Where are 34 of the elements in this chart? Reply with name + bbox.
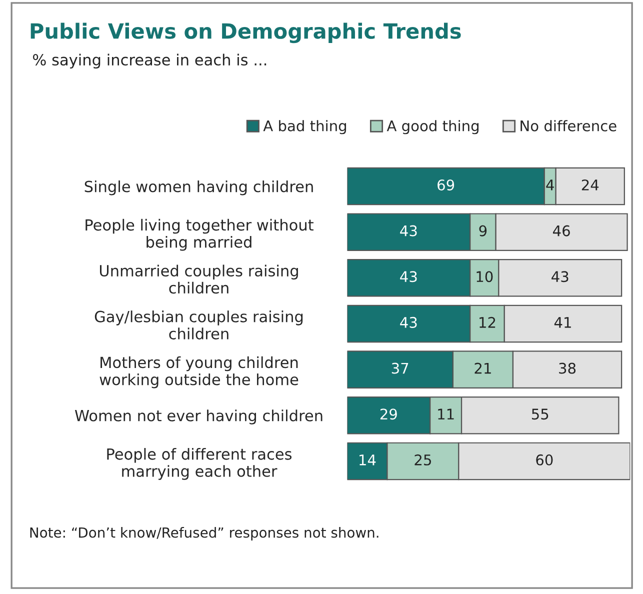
data-label: 4 xyxy=(546,180,554,190)
y-tick-label: People living together without being married xyxy=(86,218,314,251)
data-label: 21 xyxy=(474,362,491,374)
data-label: 38 xyxy=(559,362,576,374)
text: Note: “Don’t know/Refused” responses not shown. xyxy=(30,527,378,540)
y-tick-label: Mothers of young children working outside the home xyxy=(100,356,298,388)
data-label: 43 xyxy=(400,271,417,282)
legend-label: A bad thing xyxy=(263,120,346,134)
data-label: 25 xyxy=(414,454,431,466)
data-label: 55 xyxy=(532,408,548,420)
y-tick-label: People of different races marrying each other xyxy=(107,448,292,480)
data-label: 60 xyxy=(536,454,553,466)
y-tick-label: Unmarried couples raising children xyxy=(100,264,298,294)
data-label: 43 xyxy=(552,271,568,282)
legend-label: No difference xyxy=(520,120,616,132)
data-label: 12 xyxy=(480,316,496,328)
data-label: 14 xyxy=(360,454,376,466)
y-tick-label: Single women having children xyxy=(84,180,313,196)
text: % saying increase in each is ... xyxy=(32,54,266,69)
data-label: 46 xyxy=(552,225,570,236)
data-label: 24 xyxy=(582,179,599,190)
data-label: 69 xyxy=(438,179,454,190)
data-label: 29 xyxy=(380,408,397,420)
y-tick-label: Women not ever having children xyxy=(74,410,322,424)
data-label: 43 xyxy=(400,316,417,328)
data-label: 37 xyxy=(392,362,408,374)
data-label: 10 xyxy=(476,271,493,282)
data-label: 41 xyxy=(554,317,571,328)
data-label: 11 xyxy=(438,408,454,420)
y-tick-label: Gay/lesbian couples raising children xyxy=(94,310,303,340)
data-label: 43 xyxy=(400,225,417,236)
data-label: 9 xyxy=(479,225,487,236)
legend-label: A good thing xyxy=(386,120,479,134)
chart-title: Public Views on Demographic Trends xyxy=(30,22,461,44)
